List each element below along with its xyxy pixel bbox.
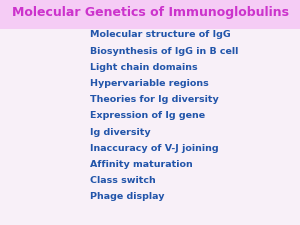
Text: Affinity maturation: Affinity maturation — [90, 160, 193, 169]
Text: Ig diversity: Ig diversity — [90, 128, 151, 137]
Text: Theories for Ig diversity: Theories for Ig diversity — [90, 95, 219, 104]
FancyBboxPatch shape — [0, 0, 300, 29]
Text: Hypervariable regions: Hypervariable regions — [90, 79, 209, 88]
Text: Expression of Ig gene: Expression of Ig gene — [90, 111, 205, 120]
Text: Light chain domains: Light chain domains — [90, 63, 198, 72]
Text: Molecular Genetics of Immunoglobulins: Molecular Genetics of Immunoglobulins — [11, 6, 289, 19]
Text: Biosynthesis of IgG in B cell: Biosynthesis of IgG in B cell — [90, 47, 239, 56]
Text: Inaccuracy of V-J joining: Inaccuracy of V-J joining — [90, 144, 219, 153]
Text: Molecular structure of IgG: Molecular structure of IgG — [90, 30, 231, 39]
Text: Class switch: Class switch — [90, 176, 156, 185]
Text: Phage display: Phage display — [90, 192, 164, 201]
